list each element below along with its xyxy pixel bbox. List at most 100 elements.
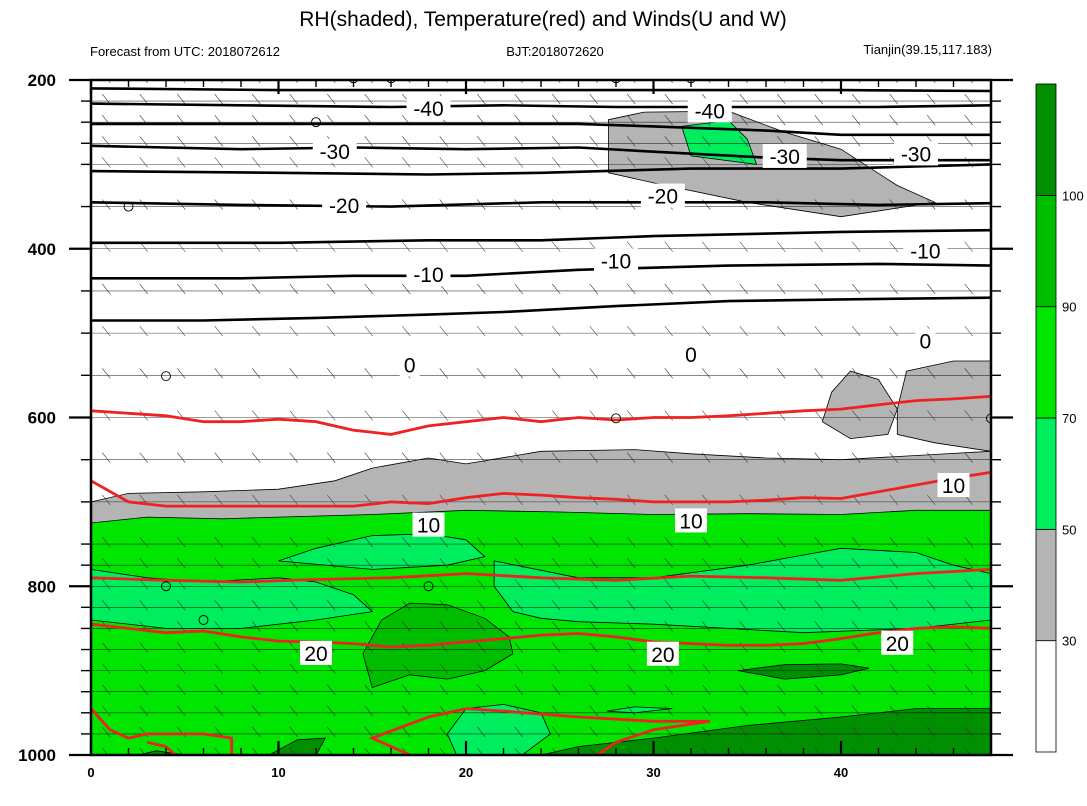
wind-vector [552,600,561,611]
wind-vector [552,579,561,590]
contour-label: 20 [886,633,909,656]
wind-vector [327,494,336,506]
wind-vector [1002,727,1010,737]
wind-vector [289,93,298,105]
wind-vector [589,705,598,716]
wind-vector [214,663,223,674]
contour-label-box [594,248,638,273]
wind-vector [702,536,711,548]
isotherm-line [91,122,991,137]
wind-vector [402,579,411,590]
wind-vector [852,747,859,755]
y-tick-label: 400 [28,240,56,259]
wind-vector [139,579,148,590]
wind-vector [477,93,486,105]
wind-vector [964,705,973,716]
wind-vector [439,157,448,168]
wind-vector [814,136,823,147]
calm-circle [198,615,209,625]
wind-vector [177,663,186,674]
wind-vector [1002,621,1010,631]
wind-vector [1002,558,1010,568]
wind-vector [739,452,748,463]
wind-vector [139,642,148,653]
wind-vector [814,621,823,632]
wind-vector [927,283,936,295]
wind-vector [477,452,486,463]
wind-vector [964,579,973,590]
temperature-line [91,622,991,649]
wind-vector [477,747,484,755]
wind-vector [177,93,186,105]
wind-vector [777,579,786,590]
forecast-init-label: Forecast from UTC: 2018072612 [90,44,280,59]
wind-vector [252,726,261,738]
wind-vector [927,642,936,653]
wind-vector [627,705,636,716]
wind-vector [102,726,111,738]
wind-vector [182,80,186,84]
wind-vector [327,410,336,421]
wind-vector [814,705,823,716]
wind-vector [252,663,261,674]
wind-vector [964,684,973,695]
wind-vector [739,368,748,379]
contour-label: -30 [770,146,800,169]
wind-vector [139,600,148,611]
wind-vector [439,600,448,611]
wind-vector [439,241,448,252]
calm-circle [161,371,171,382]
wind-vector [739,241,748,252]
wind-vector [289,452,298,463]
wind-vector [814,579,823,590]
wind-vector [364,136,373,147]
wind-vector [514,452,523,463]
wind-vector [402,705,411,716]
wind-vector [252,494,261,506]
wind-vector [214,157,223,168]
wind-vector [702,452,711,463]
wind-vector [514,600,523,611]
wind-vector [214,536,223,548]
wind-vector [927,115,936,126]
wind-vector [589,136,598,147]
wind-vector [589,621,598,632]
wind-vector [177,157,186,168]
pressure-level-lines [91,80,991,755]
wind-vector [402,241,411,252]
wind-vector [702,241,711,252]
wind-vector [552,557,561,569]
wind-vector [139,93,148,105]
wind-vector [852,325,861,337]
wind-vector [214,410,223,421]
contour-label: -10 [910,240,940,263]
wind-vector [102,600,111,611]
wind-vector [514,663,523,674]
wind-vector [402,600,411,611]
wind-vector [664,557,673,569]
wind-vector [777,536,786,548]
wind-vector [214,557,223,569]
calm-circle [423,581,434,592]
wind-vector [102,579,111,590]
wind-vector [777,684,786,695]
wind-vector [964,600,973,611]
wind-vector [364,557,373,569]
wind-vector [777,705,786,716]
wind-vector [177,136,186,147]
wind-vector [439,536,448,548]
wind-vector [552,452,561,463]
wind-vector [102,494,111,506]
calm-circle [311,117,321,128]
wind-vector [702,747,709,755]
wind-vector [814,747,821,755]
wind-vector [439,579,448,590]
wind-vector [214,93,223,105]
wind-vector [552,536,561,548]
wind-vector [552,241,561,252]
wind-vector [402,410,411,421]
wind-vector [327,325,336,337]
wind-vector [777,452,786,463]
wind-vector [889,705,898,716]
